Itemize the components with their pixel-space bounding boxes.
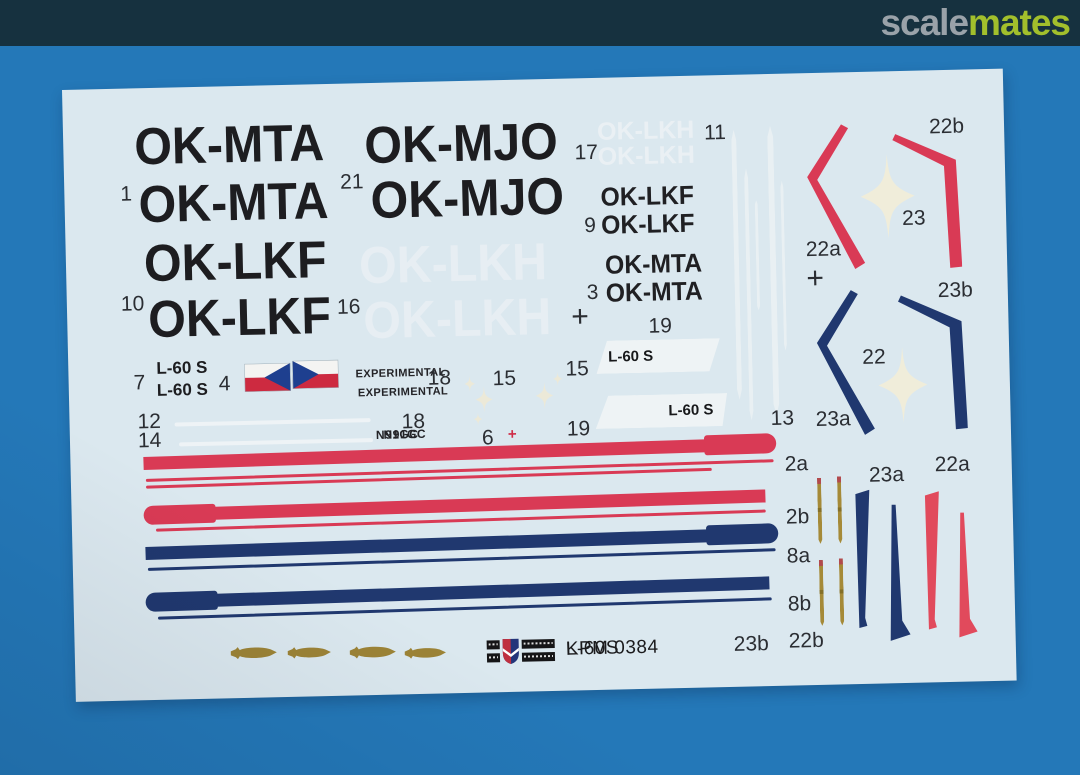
registration-ok-mta-1: OK-MTA <box>133 114 325 177</box>
registration-ok-mta-2: OK-MTA <box>137 171 330 235</box>
antenna-mast-decal <box>817 478 822 544</box>
registration-ok-mjo-2: OK-MJO <box>369 167 565 231</box>
kp-logo-bar <box>486 653 501 663</box>
registration-ok-mjo-1: OK-MJO <box>363 112 559 176</box>
decal-label-1: 1 <box>120 182 133 206</box>
decal-label-7: 7 <box>133 371 146 395</box>
l60s-text-decal-2: L-60 S <box>156 379 209 400</box>
scalemates-logo-scale: scale <box>880 2 969 43</box>
registration-ok-lkf-small-1: OK-LKF <box>600 179 695 212</box>
footer-kit-number: KPM 0384 <box>565 636 659 660</box>
decal-label-8b: 8b <box>787 592 812 616</box>
white-strip-decal <box>767 126 780 415</box>
decal-label-23b: 23b <box>937 278 974 303</box>
small-star-decal <box>553 371 563 386</box>
blue-stripe-decal-8b <box>149 576 770 609</box>
small-star-decal <box>535 382 554 410</box>
white-strip-decal <box>755 200 760 310</box>
decal-sheet: OK-MTA OK-MTA 1 OK-MJO OK-MJO 21 OK-LKH … <box>62 68 1017 702</box>
decal-label-19b: 19 <box>566 417 591 441</box>
blue-stripe-decal-8a <box>145 527 776 560</box>
decal-label-18: 18 <box>427 366 452 390</box>
decal-label-23a2: 23a <box>868 462 905 487</box>
registration-ok-mta-small-2: OK-MTA <box>605 275 703 308</box>
registration-ok-lkh-large-1: OK-LKH <box>358 233 548 296</box>
small-star-decal <box>464 375 475 392</box>
l60s-plate-decal-1: L-60 S <box>596 338 721 374</box>
decal-label-2b: 2b <box>785 505 810 529</box>
n-number-decal: N91GC N91GC <box>375 426 427 442</box>
decal-label-21: 21 <box>339 170 364 194</box>
scalemates-logo: scalemates <box>880 1 1071 45</box>
czech-flag-decal <box>292 359 339 389</box>
l60s-plate-text: L-60 S <box>668 401 714 420</box>
decal-label-2a: 2a <box>784 452 809 476</box>
decal-label-22b2: 22b <box>788 628 824 653</box>
antenna-mast-decal <box>837 476 843 543</box>
white-stripe-decal-12 <box>174 418 371 427</box>
kp-kovozavody-logo <box>486 636 556 666</box>
bomb-decal <box>349 646 396 659</box>
kp-shield-icon <box>502 638 519 664</box>
l60s-text-decal-1: L-60 S <box>156 357 208 378</box>
registration-ok-lkf-2: OK-LKF <box>147 286 332 350</box>
kp-logo-bar <box>521 638 555 649</box>
white-stripe-decal-14 <box>179 438 374 447</box>
decal-label-14: 14 <box>137 428 162 453</box>
blue-blade-decal <box>890 504 911 641</box>
site-header-bar: scalemates <box>0 0 1080 46</box>
registration-ok-mta-small-1: OK-MTA <box>604 247 703 280</box>
decal-label-11: 11 <box>703 120 727 145</box>
bomb-decal <box>230 647 277 660</box>
red-blade-decal <box>959 512 978 638</box>
decal-label-22a2: 22a <box>934 452 971 477</box>
cross-marker-decal: + <box>570 300 590 334</box>
bomb-decal <box>404 647 446 659</box>
registration-ok-lkf-1: OK-LKF <box>143 231 328 294</box>
decal-label-23a: 23a <box>815 407 851 431</box>
decal-label-23: 23 <box>901 206 926 230</box>
blue-chevron-decal-right <box>898 295 968 430</box>
red-blade-decal <box>924 491 939 630</box>
blue-blade-decal <box>855 489 870 629</box>
blue-chevron-decal-left <box>816 290 875 435</box>
registration-ok-lkf-small-2: OK-LKF <box>600 207 695 240</box>
white-star-decal-23 <box>860 154 915 239</box>
antenna-mast-decal <box>819 560 824 626</box>
bomb-decal <box>287 647 331 659</box>
white-star-decal-22 <box>878 347 928 423</box>
small-star-decal <box>473 412 483 426</box>
czech-flag-decal-mirrored <box>244 362 291 392</box>
kp-logo-bar <box>486 640 500 650</box>
decal-label-22b: 22b <box>928 114 965 139</box>
white-strip-decal <box>780 181 787 351</box>
kp-logo-bar <box>521 651 556 662</box>
decal-label-8a: 8a <box>786 544 811 568</box>
decal-label-23b2: 23b <box>733 632 770 656</box>
l60s-plate-text: L-60 S <box>608 347 654 366</box>
decal-label-19: 19 <box>648 314 673 338</box>
red-stripe-decal-2b <box>147 489 766 522</box>
decal-label-16: 16 <box>336 295 361 319</box>
antenna-mast-decal <box>839 558 845 625</box>
registration-ok-lkh-small-2: OK-LKH <box>597 140 696 171</box>
small-star-decal <box>475 386 493 413</box>
decal-label-15: 15 <box>492 366 517 391</box>
decal-label-10: 10 <box>120 292 145 316</box>
red-chevron-decal-right <box>892 134 963 268</box>
white-strip-decal <box>731 130 742 400</box>
decal-label-17: 17 <box>574 140 599 165</box>
l60s-plate-decal-2: L-60 S <box>595 393 728 429</box>
white-strip-decal <box>744 168 754 420</box>
red-chevron-decal-left <box>807 124 866 270</box>
red-cross-decal: + <box>507 425 517 443</box>
decal-label-22: 22 <box>862 345 886 369</box>
decal-label-22a: 22a <box>805 237 842 262</box>
decal-label-15b: 15 <box>565 357 590 381</box>
decal-label-9: 9 <box>583 213 597 238</box>
scalemates-logo-mates: mates <box>968 2 1071 43</box>
decal-label-4: 4 <box>218 372 231 396</box>
decal-label-13: 13 <box>770 406 795 431</box>
registration-ok-lkh-large-2: OK-LKH <box>362 287 552 351</box>
